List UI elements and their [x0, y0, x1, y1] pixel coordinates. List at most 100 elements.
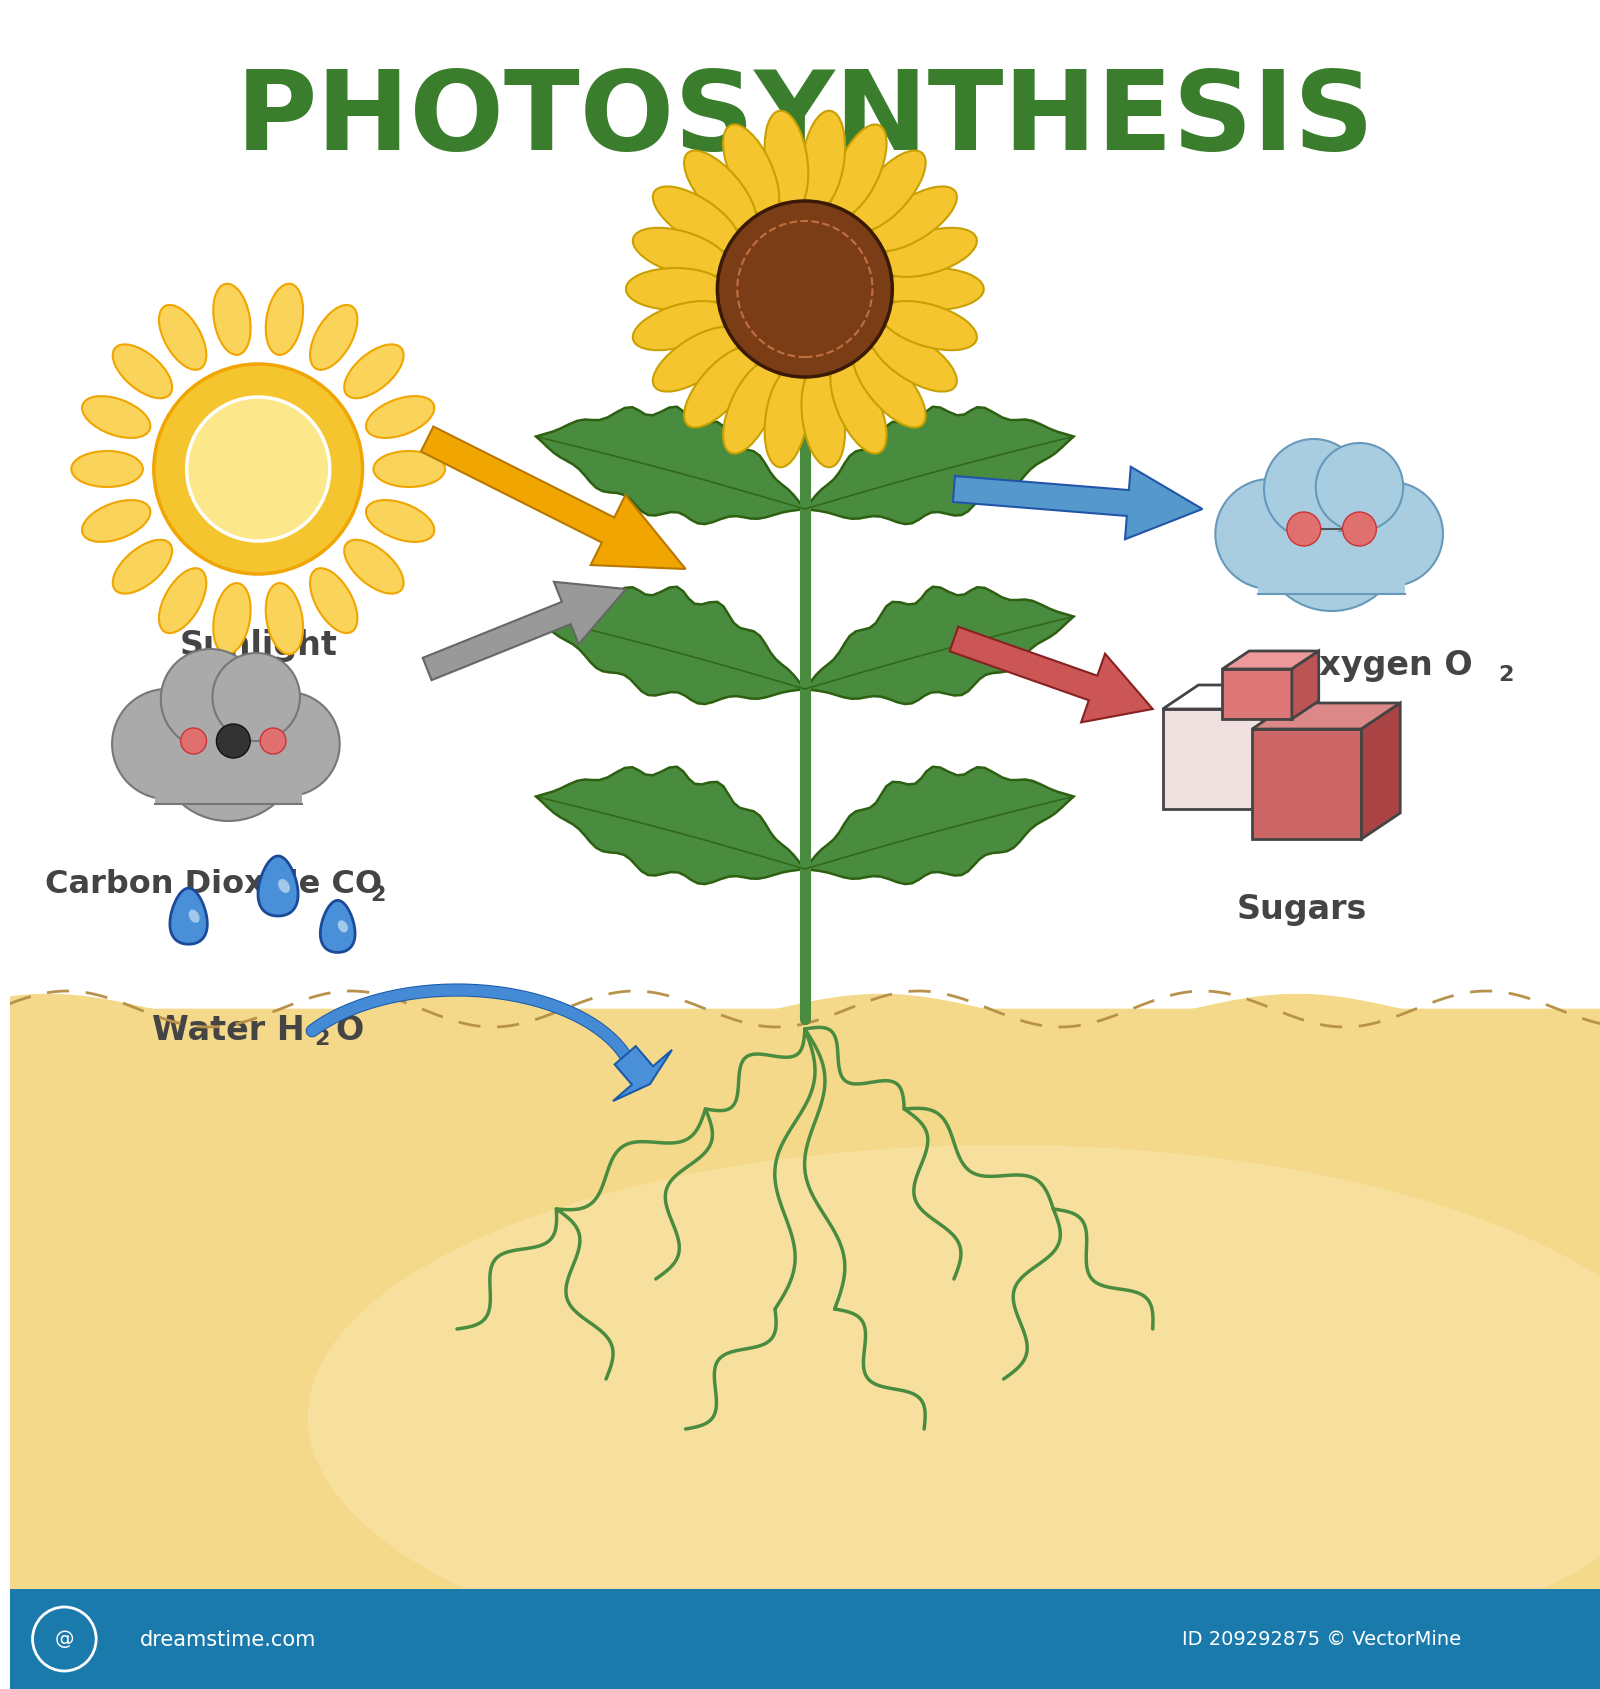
Ellipse shape [685, 152, 757, 231]
Text: 2: 2 [314, 1029, 330, 1049]
Circle shape [216, 725, 250, 758]
Ellipse shape [310, 569, 357, 633]
Circle shape [213, 654, 299, 741]
Text: Sugars: Sugars [1237, 893, 1366, 926]
Circle shape [717, 203, 893, 378]
Ellipse shape [802, 368, 845, 468]
Circle shape [1216, 480, 1325, 589]
Ellipse shape [72, 451, 142, 488]
Circle shape [112, 689, 221, 799]
Text: Sunlight: Sunlight [179, 628, 338, 660]
Ellipse shape [802, 111, 845, 211]
Ellipse shape [634, 302, 730, 351]
Polygon shape [1222, 669, 1291, 720]
FancyArrow shape [613, 1047, 672, 1101]
Polygon shape [536, 407, 805, 525]
Ellipse shape [344, 345, 403, 399]
Text: ID 209292875 © VectorMine: ID 209292875 © VectorMine [1182, 1630, 1461, 1648]
Circle shape [181, 728, 206, 755]
Text: dreamstime.com: dreamstime.com [141, 1628, 317, 1648]
Polygon shape [1163, 686, 1298, 709]
Ellipse shape [112, 345, 173, 399]
Ellipse shape [82, 500, 150, 542]
Text: Water H: Water H [152, 1013, 304, 1045]
Circle shape [1264, 439, 1363, 540]
Ellipse shape [59, 1628, 557, 1689]
Polygon shape [805, 407, 1074, 525]
Ellipse shape [366, 500, 434, 542]
Polygon shape [320, 900, 355, 953]
Ellipse shape [213, 584, 251, 655]
Circle shape [1286, 513, 1320, 547]
Polygon shape [536, 767, 805, 885]
Ellipse shape [653, 328, 739, 392]
Ellipse shape [158, 306, 206, 370]
Circle shape [157, 677, 299, 821]
Circle shape [1342, 513, 1376, 547]
Ellipse shape [853, 152, 926, 231]
FancyArrow shape [950, 627, 1152, 723]
Ellipse shape [373, 451, 445, 488]
Polygon shape [170, 888, 208, 944]
Ellipse shape [880, 228, 978, 277]
Polygon shape [1253, 730, 1362, 839]
Text: Oxygen O: Oxygen O [1291, 649, 1472, 681]
Polygon shape [1362, 704, 1400, 839]
Ellipse shape [656, 1628, 1352, 1689]
Circle shape [160, 650, 261, 750]
Ellipse shape [338, 921, 347, 932]
Polygon shape [805, 767, 1074, 885]
Text: Carbon Dioxide CO: Carbon Dioxide CO [45, 868, 382, 900]
FancyBboxPatch shape [1258, 532, 1405, 595]
Ellipse shape [626, 269, 725, 311]
Ellipse shape [82, 397, 150, 439]
Text: PHOTOSYNTHESIS: PHOTOSYNTHESIS [235, 66, 1374, 174]
Ellipse shape [685, 348, 757, 429]
Ellipse shape [189, 910, 200, 924]
Circle shape [187, 399, 330, 542]
Ellipse shape [830, 361, 886, 454]
Polygon shape [1222, 652, 1318, 669]
Circle shape [154, 365, 363, 574]
FancyBboxPatch shape [10, 1589, 1600, 1689]
Ellipse shape [870, 328, 957, 392]
Polygon shape [536, 588, 805, 704]
Text: 2: 2 [370, 885, 386, 905]
FancyArrow shape [421, 427, 685, 569]
Ellipse shape [266, 284, 302, 356]
Ellipse shape [307, 1145, 1600, 1689]
Ellipse shape [213, 284, 251, 356]
Ellipse shape [366, 397, 434, 439]
FancyArrow shape [422, 583, 626, 681]
Circle shape [261, 728, 286, 755]
Polygon shape [805, 588, 1074, 704]
Ellipse shape [723, 125, 779, 218]
Ellipse shape [1302, 1628, 1600, 1689]
Ellipse shape [880, 302, 978, 351]
Ellipse shape [765, 111, 808, 211]
Polygon shape [1163, 709, 1262, 809]
Polygon shape [258, 856, 298, 917]
Circle shape [1315, 444, 1403, 532]
Text: @: @ [54, 1630, 74, 1648]
Polygon shape [1253, 704, 1400, 730]
Ellipse shape [344, 540, 403, 595]
Polygon shape [1262, 686, 1298, 809]
Ellipse shape [853, 348, 926, 429]
Ellipse shape [634, 228, 730, 277]
Ellipse shape [653, 187, 739, 252]
Ellipse shape [830, 125, 886, 218]
Ellipse shape [885, 269, 984, 311]
Ellipse shape [870, 187, 957, 252]
Ellipse shape [765, 368, 808, 468]
Ellipse shape [278, 880, 290, 893]
Ellipse shape [266, 584, 302, 655]
Polygon shape [1291, 652, 1318, 720]
Ellipse shape [723, 361, 779, 454]
Ellipse shape [310, 306, 357, 370]
Text: O: O [336, 1013, 363, 1045]
Circle shape [1261, 468, 1403, 611]
FancyArrow shape [954, 468, 1203, 540]
Ellipse shape [158, 569, 206, 633]
Circle shape [1339, 483, 1443, 586]
